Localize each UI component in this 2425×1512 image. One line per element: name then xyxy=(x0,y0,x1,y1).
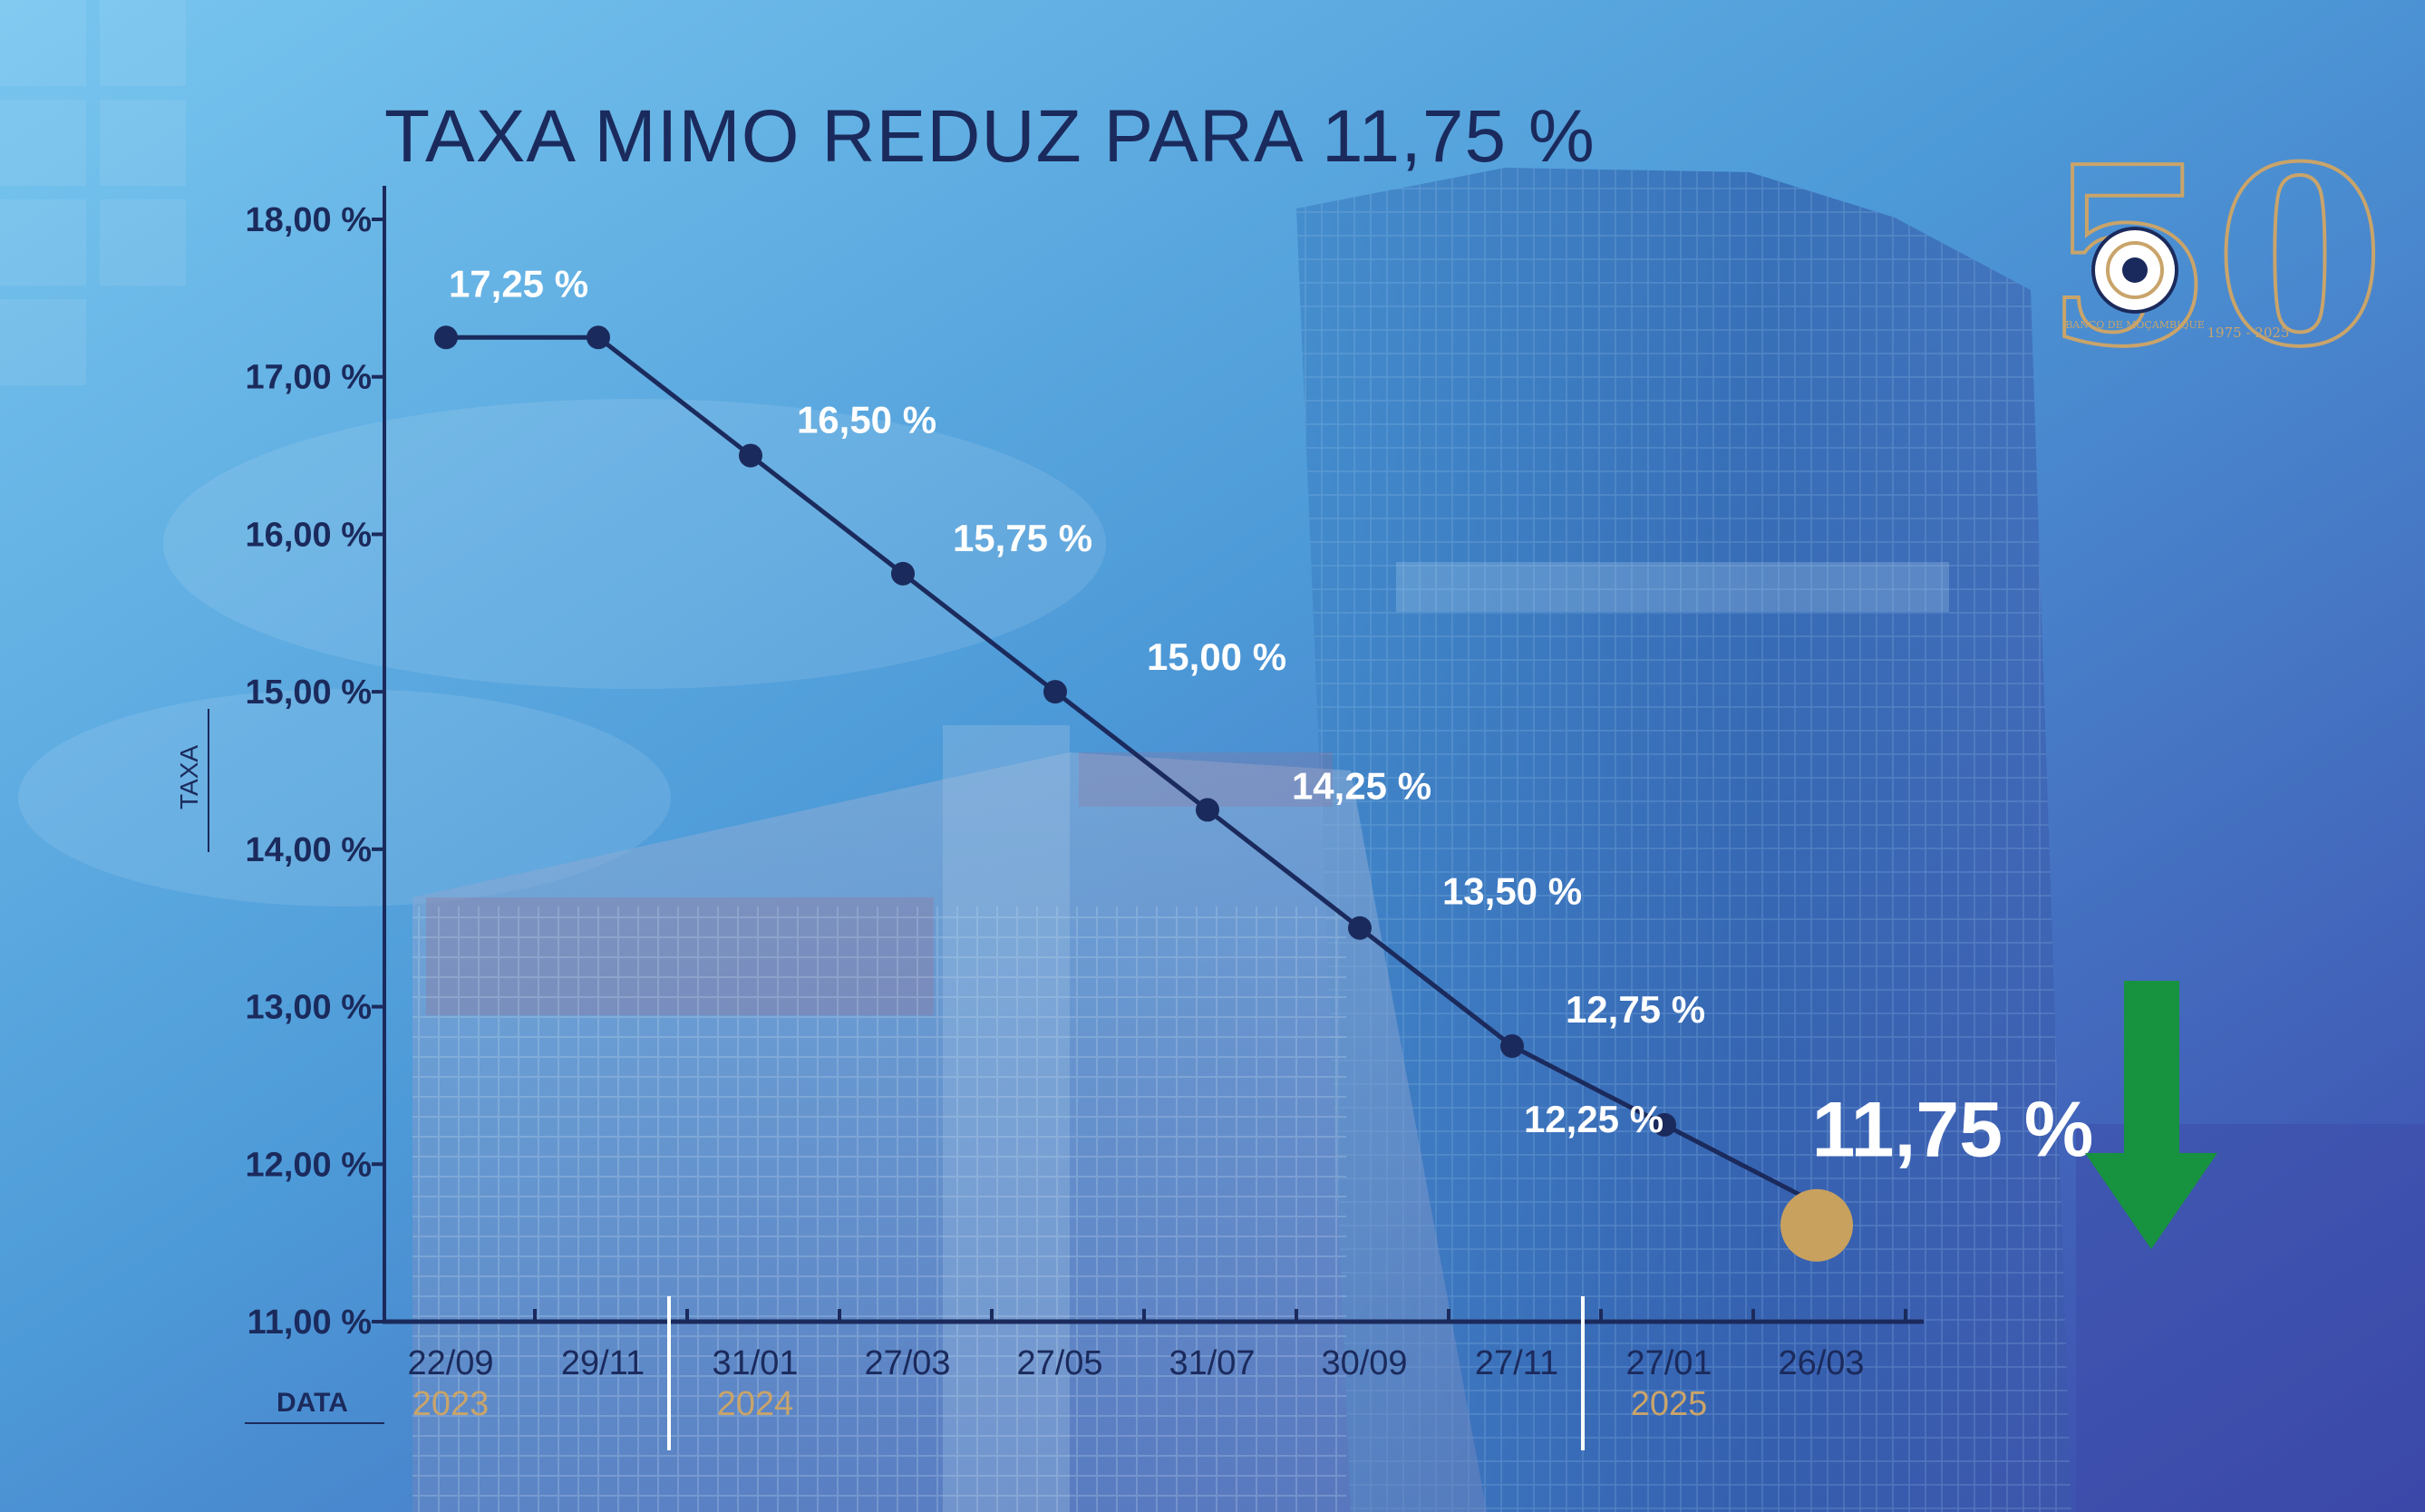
y-axis-title: TAXA xyxy=(175,745,203,809)
data-point xyxy=(739,443,762,468)
data-label: 12,75 % xyxy=(1566,988,1705,1031)
y-tick-label: 12,00 % xyxy=(246,1146,372,1184)
chart-title: TAXA MIMO REDUZ PARA 11,75 % xyxy=(384,95,1596,178)
data-label: 15,75 % xyxy=(953,517,1092,559)
data-point xyxy=(891,561,915,586)
x-tick-label: 31/07 xyxy=(1169,1344,1255,1382)
data-point xyxy=(1653,1112,1676,1137)
y-tick-label: 13,00 % xyxy=(246,989,372,1027)
x-tick-label: 27/03 xyxy=(864,1344,950,1382)
x-tick-label: 31/01 xyxy=(712,1344,798,1382)
x-tick-label: 29/11 xyxy=(561,1344,645,1382)
data-label: 16,50 % xyxy=(797,399,936,441)
data-label: 13,50 % xyxy=(1442,870,1582,913)
y-tick-label: 17,00 % xyxy=(246,359,372,397)
x-tick-label: 26/03 xyxy=(1778,1344,1864,1382)
x-ticks: 22/09 29/11 31/01 27/03 27/05 31/07 30/09 27/11… xyxy=(407,1296,1907,1450)
x-tick-label: 22/09 xyxy=(407,1344,493,1382)
x-tick-label: 27/11 xyxy=(1475,1344,1558,1382)
data-point xyxy=(1348,916,1372,940)
x-year-label: 2024 xyxy=(717,1385,794,1423)
logo-bank-name: BANCO DE MOÇAMBIQUE xyxy=(2065,319,2205,331)
data-point xyxy=(434,325,458,350)
highlight-point xyxy=(1780,1188,1853,1262)
highlight-label: 11,75 % xyxy=(1812,1087,2094,1174)
central-bank-logo: 50 BANCO DE MOÇAMBIQUE 1975 - 2025 xyxy=(2042,111,2387,402)
y-tick-label: 11,00 % xyxy=(247,1304,372,1342)
y-ticks: 11,00 % 12,00 % 13,00 % 14,00 % 15,00 % 16,00… xyxy=(246,201,384,1342)
data-label: 15,00 % xyxy=(1147,635,1286,678)
y-tick-label: 14,00 % xyxy=(246,831,372,869)
x-axis-title: DATA xyxy=(276,1388,348,1418)
x-year-label: 2023 xyxy=(412,1385,490,1423)
data-label: 17,25 % xyxy=(449,262,588,305)
y-tick-label: 15,00 % xyxy=(246,674,372,712)
down-arrow-icon xyxy=(2085,981,2217,1249)
data-label: 12,25 % xyxy=(1524,1098,1664,1140)
x-tick-label: 27/05 xyxy=(1016,1344,1102,1382)
data-point xyxy=(587,325,610,350)
y-tick-label: 16,00 % xyxy=(246,516,372,554)
data-label: 14,25 % xyxy=(1292,764,1431,807)
data-point xyxy=(1196,798,1219,822)
x-tick-label: 27/01 xyxy=(1625,1344,1712,1382)
rate-line xyxy=(446,334,1819,1206)
x-year-label: 2025 xyxy=(1631,1385,1708,1423)
data-point xyxy=(1043,680,1067,704)
data-point xyxy=(1500,1034,1524,1058)
x-tick-label: 30/09 xyxy=(1321,1344,1407,1382)
y-tick-label: 18,00 % xyxy=(246,201,372,239)
logo-years: 1975 - 2025 xyxy=(2207,325,2290,341)
data-labels: 17,25 % 16,50 % 15,75 % 15,00 % 14,25 % 13,50… xyxy=(449,262,2093,1173)
rate-series xyxy=(434,325,1853,1262)
